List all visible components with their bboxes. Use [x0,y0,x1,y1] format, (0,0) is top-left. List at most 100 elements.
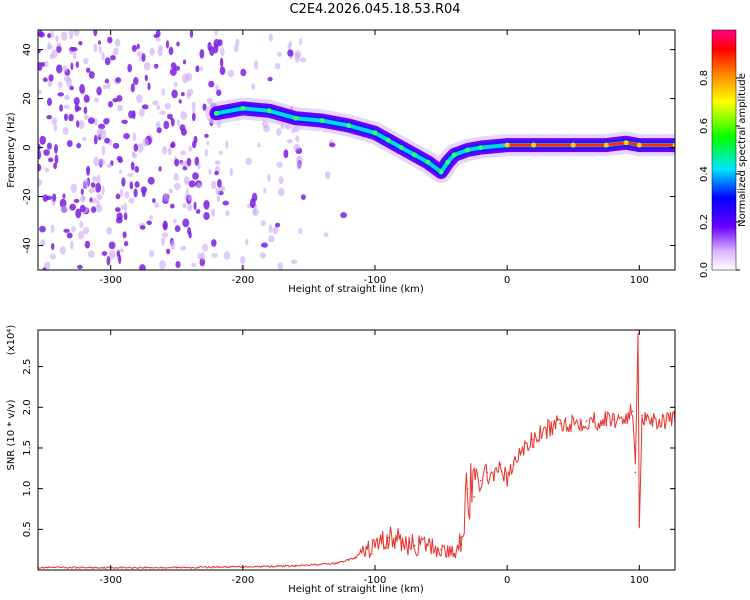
noise-blob [155,37,161,42]
noise-blob [117,104,123,112]
noise-blob [222,200,229,206]
noise-blob [106,255,111,266]
ridge-point [531,142,537,148]
noise-blob [159,110,166,115]
noise-blob [299,57,307,63]
noise-blob [51,117,58,126]
noise-blob [278,187,285,197]
noise-blob [166,248,171,255]
colorbar: 0.0 0.2 0.4 0.6 0.8 Normalized spectral ampl… [699,29,748,278]
noise-blob [149,214,154,220]
noise-blob [127,172,134,177]
snr-point [634,471,637,474]
noise-blob [229,167,233,177]
noise-blob [134,166,140,173]
noise-blob [136,43,140,50]
ridge-point [603,142,609,148]
noise-blob [108,101,113,108]
noise-blob [170,141,176,148]
noise-blob [48,157,54,163]
noise-blob [170,239,176,250]
noise-texture [38,30,347,270]
noise-blob [119,169,123,174]
noise-blob [267,76,273,82]
snr-point [460,536,462,539]
noise-blob [76,120,80,128]
noise-blob [45,195,53,200]
noise-blob [91,176,98,182]
noise-blob [115,77,122,83]
noise-blob [277,51,283,57]
noise-blob [56,42,62,47]
noise-blob [163,223,167,228]
noise-blob [187,227,192,235]
noise-blob [240,256,246,264]
spectrogram-xtick-label: -300 [99,275,122,286]
noise-blob [182,202,187,209]
snr-point [532,439,535,441]
noise-blob [101,51,105,61]
noise-blob [101,251,108,256]
ridge-point [672,142,675,148]
ridge-point [451,152,457,158]
snr-ytick-label: 2.0 [22,399,33,415]
noise-blob [115,217,123,224]
noise-blob [83,57,89,65]
noise-blob [235,38,240,46]
noise-blob [95,204,103,213]
noise-blob [174,225,181,233]
noise-blob [296,161,302,170]
noise-blob [107,81,111,90]
snr-point [638,524,641,527]
noise-blob [155,30,161,38]
snr-point [466,487,469,490]
noise-blob [276,128,282,137]
noise-blob [121,177,126,187]
noise-blob [164,102,172,110]
noise-blob [101,185,105,196]
noise-blob [196,182,202,189]
noise-blob [104,57,111,66]
noise-blob [204,148,209,157]
snr-point [400,540,403,543]
noise-blob [122,231,127,239]
ridge-point [319,118,325,124]
noise-blob [71,225,76,233]
noise-blob [98,40,101,45]
noise-blob [171,89,178,99]
noise-blob [88,188,96,194]
noise-blob [170,203,175,209]
noise-blob [183,176,190,185]
noise-blob [68,113,74,122]
noise-blob [46,115,52,120]
noise-blob [138,108,145,117]
colorbar-frame [711,29,737,271]
ridge-point [346,123,352,128]
noise-blob [204,133,209,138]
noise-blob [70,47,78,52]
noise-blob [108,250,116,260]
noise-blob [219,57,224,68]
snr-plot-area [38,330,675,570]
noise-blob [191,112,196,122]
noise-blob [170,118,175,127]
noise-blob [268,224,272,234]
noise-blob [40,239,46,247]
snr-y-label: SNR (10 * v/v) [6,399,17,470]
noise-blob [144,74,148,82]
snr-point [413,544,416,547]
spectrogram-frame [37,29,676,271]
noise-blob [47,97,52,107]
snr-ytick-label: 2.5 [22,359,33,375]
noise-blob [42,77,48,82]
snr-point [374,544,376,547]
noise-blob [180,111,188,120]
noise-blob [253,208,257,216]
noise-blob [291,128,296,134]
noise-blob [81,195,86,200]
noise-blob [161,236,165,246]
noise-blob [178,99,182,104]
noise-blob [276,161,283,168]
noise-blob [93,30,98,37]
noise-blob [119,188,124,198]
